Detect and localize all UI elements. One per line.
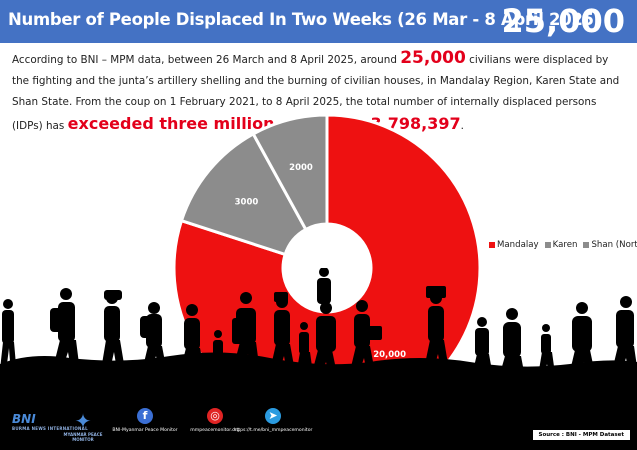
- footer-bar: BNI BURMA NEWS INTERNATIONAL ✦ MYANMAR P…: [0, 404, 637, 450]
- mpm-logo: ✦ MYANMAR PEACE MONITOR: [60, 410, 106, 442]
- intro-paragraph: According to BNI – MPM data, between 26 …: [12, 48, 628, 137]
- source-note: Source : BNI - MPM Dataset: [532, 430, 630, 440]
- donut-label-shan: 2000: [289, 163, 313, 173]
- legend-label-karen: Karen: [552, 240, 578, 250]
- intro-highlight-count: 25,000: [400, 48, 466, 68]
- intro-text-3: .: [460, 120, 464, 132]
- facebook-label: BNI-Myanmar Peace Monitor: [112, 428, 178, 433]
- intro-text-1: According to BNI – MPM data, between 26 …: [12, 54, 401, 66]
- donut-label-mandalay: 20,000: [373, 350, 406, 360]
- facebook-link[interactable]: f BNI-Myanmar Peace Monitor: [100, 408, 190, 433]
- legend-swatch-shan: [583, 242, 590, 248]
- website-label: mmpeacemonitor.org: [190, 428, 240, 433]
- legend-item-mandalay: Mandalay: [489, 240, 539, 250]
- donut-slice-karen: [179, 131, 308, 257]
- telegram-link[interactable]: ➤ https://t.me/bni_mmpeacemonitor: [228, 408, 318, 433]
- legend-label-shan: Shan (North): [591, 240, 637, 250]
- legend-item-karen: Karen: [544, 240, 578, 250]
- page-title: Number of People Displaced In Two Weeks …: [8, 10, 601, 29]
- telegram-label: https://t.me/bni_mmpeacemonitor: [233, 428, 313, 433]
- website-link[interactable]: ◎ mmpeacemonitor.org: [170, 408, 260, 433]
- headline-number: 25,000: [501, 2, 625, 40]
- legend-label-mandalay: Mandalay: [497, 240, 539, 250]
- chart-legend: Mandalay Karen Shan (North): [489, 240, 637, 250]
- header-banner: Number of People Displaced In Two Weeks …: [0, 0, 637, 43]
- telegram-icon: ➤: [265, 408, 281, 424]
- bni-logo-text: BNI: [12, 412, 36, 426]
- dove-icon: ✦: [74, 409, 92, 433]
- donut-slice-shan: [251, 113, 329, 232]
- intro-text-2: civilians were displaced by the fighting…: [12, 54, 620, 132]
- refugee-silhouettes-image: [0, 268, 637, 408]
- bni-logo-subtitle: BURMA NEWS INTERNATIONAL: [12, 426, 88, 431]
- legend-swatch-karen: [544, 242, 551, 248]
- bni-logo: BNI BURMA NEWS INTERNATIONAL: [12, 412, 88, 431]
- legend-item-shan: Shan (North): [583, 240, 637, 250]
- web-icon: ◎: [207, 408, 223, 424]
- mpm-logo-subtitle: MYANMAR PEACE MONITOR: [63, 432, 103, 442]
- donut-label-karen: 3000: [235, 197, 259, 207]
- facebook-icon: f: [137, 408, 153, 424]
- legend-swatch-mandalay: [489, 242, 495, 248]
